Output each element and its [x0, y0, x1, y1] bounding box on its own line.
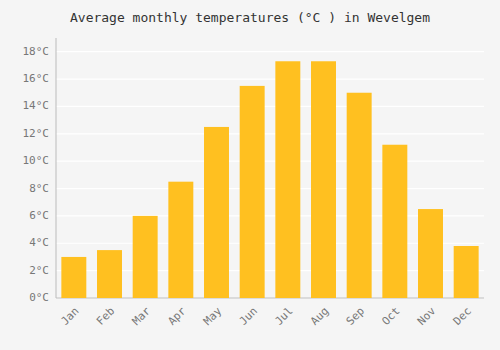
x-tick-label: Nov — [415, 304, 439, 328]
grid — [56, 52, 484, 298]
bar — [418, 209, 443, 298]
bar — [347, 93, 372, 298]
y-axis-line — [56, 38, 57, 298]
y-tick-label: 8°C — [29, 182, 49, 195]
grid-line — [56, 51, 484, 52]
x-tick-label: May — [201, 304, 225, 328]
y-tick-label: 6°C — [29, 209, 49, 222]
y-tick-label: 2°C — [29, 264, 49, 277]
bar — [240, 86, 265, 298]
bars — [61, 61, 478, 298]
bar — [382, 145, 407, 298]
y-tick-label: 4°C — [29, 236, 49, 249]
bar — [204, 127, 229, 298]
grid-line — [56, 188, 484, 189]
x-tick-label: Dec — [451, 305, 474, 328]
y-tick-label: 12°C — [23, 127, 50, 140]
x-tick-label: Aug — [308, 305, 331, 328]
x-tick-label: Jul — [272, 305, 295, 328]
grid-line — [56, 78, 484, 79]
chart: 0°C 2°C 4°C 6°C 8°C 10°C 12°C 14°C 16°C 18°C Jan Fe… — [0, 0, 500, 350]
bar — [275, 61, 300, 298]
title: Average monthly temperatures (°C ) in We… — [70, 10, 430, 25]
bar — [97, 250, 122, 298]
bar — [311, 61, 336, 298]
x-tick-label: Sep — [344, 305, 367, 328]
bar — [168, 182, 193, 298]
bar — [454, 246, 479, 298]
y-tick-label: 16°C — [23, 72, 50, 85]
bar — [61, 257, 86, 298]
grid-line — [56, 106, 484, 107]
x-tick-label: Feb — [94, 305, 117, 328]
x-tick-label: Mar — [130, 304, 154, 328]
y-tick-label: 0°C — [29, 291, 49, 304]
x-tick-label: Jan — [58, 305, 81, 328]
y-tick-label: 14°C — [23, 99, 50, 112]
grid-line — [56, 133, 484, 134]
x-tick-label: Jun — [237, 305, 260, 328]
background — [0, 0, 500, 350]
y-tick-label: 10°C — [23, 154, 50, 167]
y-tick-label: 18°C — [23, 45, 50, 58]
grid-line — [56, 161, 484, 162]
x-tick-label: Apr — [165, 304, 189, 328]
chart-container: 0°C 2°C 4°C 6°C 8°C 10°C 12°C 14°C 16°C 18°C Jan Fe… — [0, 0, 500, 350]
x-axis: Jan Feb Mar Apr May Jun Jul Aug Sep Oct Nov Dec — [58, 304, 474, 328]
x-tick-label: Oct — [379, 305, 402, 328]
bar — [133, 216, 158, 298]
y-axis: 0°C 2°C 4°C 6°C 8°C 10°C 12°C 14°C 16°C 18°C — [23, 38, 485, 304]
